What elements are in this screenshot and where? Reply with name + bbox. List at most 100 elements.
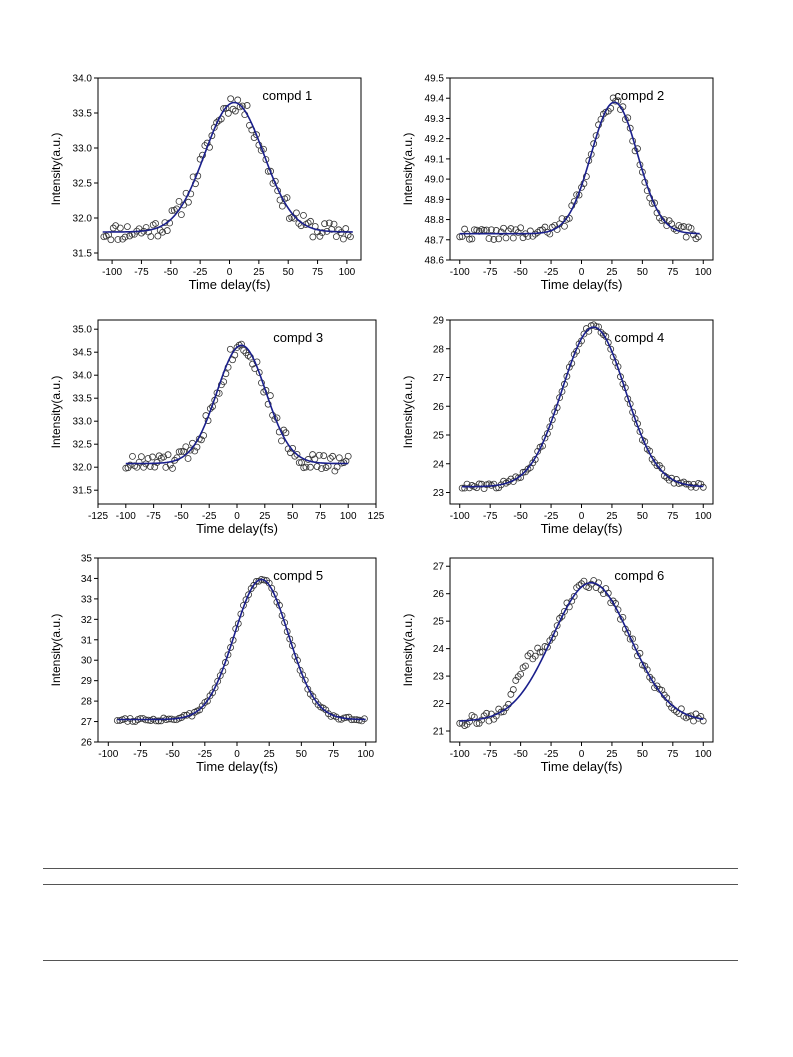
data-point [119,235,127,243]
data-point [155,452,163,460]
chart-compd-5: -100 -75 -50 -25 0 25 50 75 100 26 27 28 29 30 31 32 33 3… [49,554,377,774]
data-point [282,429,290,437]
y-tick-label: 28 [81,697,93,708]
x-tick-label: -25 [193,267,208,278]
data-point [531,652,539,660]
data-point [177,447,185,455]
x-tick-label: -75 [133,749,148,760]
x-tick-label: -25 [544,267,559,278]
data-point [286,449,294,457]
data-point [473,484,481,492]
data-point [159,228,166,236]
x-tick-label: -50 [164,267,179,278]
y-tick-label: 30 [81,656,93,667]
y-tick-label: 33.0 [73,144,93,155]
data-point [267,167,274,175]
data-point [330,220,338,228]
data-point [315,451,323,459]
y-tick-label: 49.0 [425,175,445,186]
data-point [643,445,651,453]
x-tick-label: 100 [357,749,374,760]
chart-title: compd 2 [614,88,664,103]
y-tick-label: 32.0 [73,214,93,225]
y-tick-label: 32.5 [73,440,93,451]
plot-frame [449,77,714,261]
chart-title: compd 6 [614,568,664,583]
data-point [687,224,695,232]
data-point [473,720,481,727]
x-tick-label: 75 [667,267,679,278]
data-point [264,400,272,408]
x-tick-label: 75 [328,749,340,760]
y-tick-label: 32 [81,615,93,626]
data-point [585,584,593,591]
data-point [286,635,294,643]
data-point [331,467,339,475]
x-axis-label: Time delay(fs) [189,277,271,292]
data-point [121,233,129,241]
x-tick-label: 0 [234,749,240,760]
table-rule-bottom [43,960,738,961]
chart-compd-2: -100 -75 -50 -25 0 25 50 75 100 48.6 48.7 48.8 48.9 4… [401,74,714,292]
plot-frame [97,77,362,261]
y-axis-label: Intensity(a.u.) [49,133,63,206]
x-tick-label: 100 [695,511,712,522]
y-tick-label: 29 [433,316,445,327]
data-point [507,225,515,232]
fit-curve [459,101,700,235]
data-point [177,211,185,219]
data-point [335,715,343,723]
y-tick-label: 26 [433,589,445,600]
y-tick-label: 33.5 [73,394,93,405]
data-point [519,234,527,242]
data-point [524,652,532,660]
data-point [466,235,473,243]
data-point [466,484,473,492]
x-tick-label: -50 [174,511,189,522]
data-point [470,226,478,234]
x-tick-label: -100 [116,511,136,522]
table-rule-header [43,884,738,885]
data-point [233,344,241,351]
data-point [340,459,348,467]
y-tick-label: 27 [433,562,445,573]
x-tick-label: -50 [513,511,528,522]
chart-compd-6: -100 -75 -50 -25 0 25 50 75 100 21 22 23 24 25 26 27 Tim… [401,557,714,774]
data-point [529,459,537,467]
data-point [502,704,510,712]
x-axis-label: Time delay(fs) [541,521,623,536]
data-point [185,198,192,206]
fit-curve [459,581,704,722]
data-point [255,369,263,376]
data-point [660,216,668,224]
data-point [168,207,176,214]
data-point [490,236,498,243]
data-point [281,619,289,627]
y-tick-label: 22 [433,699,445,710]
data-point [570,592,578,600]
y-tick-label: 31.5 [73,486,93,497]
y-tick-label: 33.0 [73,417,93,428]
x-tick-label: -25 [198,749,213,760]
data-point [483,709,490,717]
data-point [502,234,510,242]
y-tick-label: 35 [81,554,93,565]
y-tick-label: 25 [433,617,445,628]
data-point [485,235,493,242]
data-points [100,95,354,244]
data-point [487,226,495,234]
data-point [490,480,498,488]
y-tick-label: 34.5 [73,348,93,359]
data-point [155,717,162,725]
data-point [113,717,121,724]
x-tick-label: 50 [637,267,649,278]
data-point [116,224,124,232]
data-points [113,576,368,725]
data-point [193,443,201,451]
y-tick-label: 49.2 [425,134,445,145]
data-point [278,202,286,210]
data-point [587,580,595,588]
x-tick-label: 50 [287,511,299,522]
y-tick-label: 24 [433,459,445,470]
x-tick-label: -50 [165,749,180,760]
